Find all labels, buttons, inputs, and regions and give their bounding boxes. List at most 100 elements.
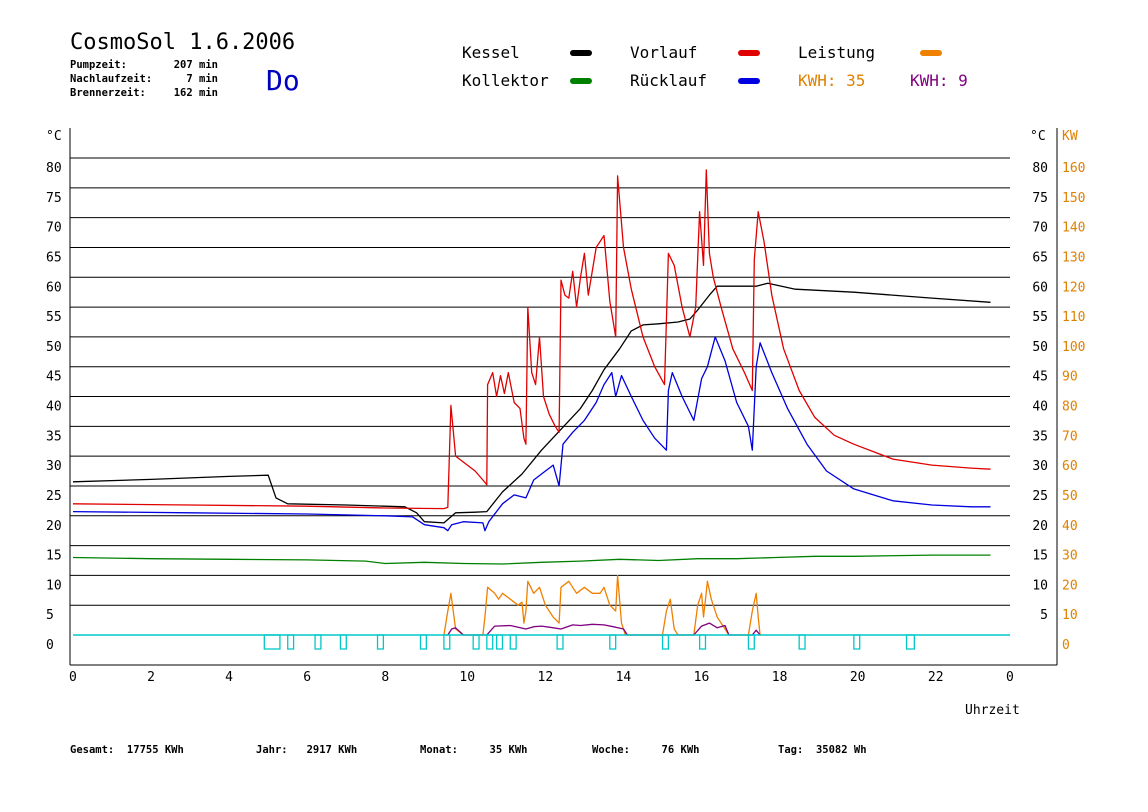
series-vorlauf — [72, 169, 991, 510]
y-tick-label-right: 65 — [1032, 250, 1048, 265]
y-tick-label-power: 140 — [1062, 221, 1085, 236]
kwh-orange: KWH: 35 — [798, 71, 865, 90]
legend-swatch-kessel — [570, 50, 592, 56]
stats-block: Pumpzeit: 207 min Nachlaufzeit: 7 min Br… — [70, 58, 218, 100]
pump-pulse — [556, 634, 564, 650]
y-tick-label-power: 60 — [1062, 459, 1078, 474]
pump-pulse — [443, 634, 451, 650]
series-kessel — [72, 282, 991, 524]
y-tick-label-left: 30 — [46, 459, 62, 474]
pump-pulse — [495, 634, 504, 650]
x-axis-label: Uhrzeit — [965, 703, 1020, 718]
app-title: CosmoSol 1.6.2006 — [70, 30, 296, 55]
pump-pulse — [509, 634, 517, 650]
y-tick-label-right: 60 — [1032, 280, 1048, 295]
pump-pulse — [698, 634, 707, 650]
y-tick-label-power: 150 — [1062, 191, 1085, 206]
y-tick-label-left: 5 — [46, 608, 54, 623]
y-tick-label-power: 130 — [1062, 250, 1085, 265]
y-tick-label-left: 40 — [46, 400, 62, 415]
series-kollektor — [72, 554, 991, 565]
x-tick-label: 22 — [928, 670, 944, 685]
x-tick-label: 14 — [616, 670, 632, 685]
y-tick-label-right: 50 — [1032, 340, 1048, 355]
legend-swatch-leistung — [920, 50, 942, 56]
legend-label-leistung: Leistung — [798, 43, 876, 62]
pump-pulse — [419, 634, 427, 650]
y-tick-label-left: 15 — [46, 549, 62, 564]
total-value: 17755 KWh — [126, 744, 184, 756]
total-monat: Monat: 35 KWh — [420, 744, 527, 756]
y-tick-label-power: 120 — [1062, 280, 1085, 295]
x-tick-label: 4 — [225, 670, 233, 685]
y-tick-label-right: 25 — [1032, 489, 1048, 504]
total-tag: Tag: 35082 Wh — [778, 744, 867, 756]
y-tick-label-left: 45 — [46, 370, 62, 385]
pump-pulse — [263, 634, 281, 650]
y-tick-label-right: 80 — [1032, 161, 1048, 176]
total-label: Jahr: — [256, 744, 288, 756]
total-jahr: Jahr: 2917 KWh — [256, 744, 357, 756]
total-label: Monat: — [420, 744, 458, 756]
y-tick-label-power: 110 — [1062, 310, 1085, 325]
stat-label: Brennerzeit: — [70, 87, 146, 99]
y-unit-right: °C — [1030, 129, 1046, 144]
y-tick-label-left: 80 — [46, 161, 62, 176]
legend-swatch-vorlauf — [738, 50, 760, 56]
y-tick-label-right: 70 — [1032, 221, 1048, 236]
total-woche: Woche: 76 KWh — [592, 744, 699, 756]
series-leistung2 — [447, 622, 761, 636]
pump-pulse — [747, 634, 755, 650]
pump-pulse — [905, 634, 915, 650]
x-tick-label: 0 — [69, 670, 77, 685]
y-tick-label-left: 50 — [46, 340, 62, 355]
y-tick-label-right: 45 — [1032, 370, 1048, 385]
y-tick-label-left: 0 — [46, 638, 54, 653]
y-tick-label-left: 60 — [46, 280, 62, 295]
y-tick-label-power: 0 — [1062, 638, 1070, 653]
kwh-value: 35 — [846, 71, 866, 90]
stat-nachlaufzeit: Nachlaufzeit: 7 min — [70, 72, 218, 86]
y-tick-label-right: 15 — [1032, 549, 1048, 564]
y-unit-power: KW — [1062, 129, 1078, 144]
x-tick-label: 2 — [147, 670, 155, 685]
y-tick-label-power: 30 — [1062, 549, 1078, 564]
pump-pulse — [486, 634, 494, 650]
stat-value: 207 min — [173, 59, 218, 71]
total-value: 2917 KWh — [306, 744, 358, 756]
stat-value: 162 min — [173, 87, 218, 99]
total-label: Woche: — [592, 744, 630, 756]
kwh-label: KWH: — [798, 71, 837, 90]
pump-pulse — [609, 634, 617, 650]
pump-pulse — [661, 634, 670, 650]
x-tick-label: 0 — [1006, 670, 1014, 685]
y-tick-label-right: 10 — [1032, 578, 1048, 593]
y-tick-label-power: 100 — [1062, 340, 1085, 355]
legend-label-ruecklauf: Rücklauf — [630, 71, 708, 90]
x-tick-label: 16 — [694, 670, 710, 685]
y-tick-label-power: 90 — [1062, 370, 1078, 385]
y-tick-label-power: 20 — [1062, 578, 1078, 593]
total-value: 76 KWh — [661, 744, 700, 756]
x-tick-label: 6 — [303, 670, 311, 685]
y-tick-label-power: 40 — [1062, 519, 1078, 534]
legend-label-kollektor: Kollektor — [462, 71, 549, 90]
series-r-cklauf — [72, 336, 991, 532]
pump-pulse — [853, 634, 861, 650]
y-tick-label-power: 70 — [1062, 429, 1078, 444]
y-tick-label-right: 5 — [1040, 608, 1048, 623]
y-tick-label-left: 25 — [46, 489, 62, 504]
y-tick-label-left: 75 — [46, 191, 62, 206]
x-tick-label: 20 — [850, 670, 866, 685]
y-unit-left: °C — [46, 129, 62, 144]
stat-label: Pumpzeit: — [70, 59, 127, 71]
x-tick-label: 18 — [772, 670, 788, 685]
kwh-value: 9 — [958, 71, 968, 90]
y-tick-label-power: 10 — [1062, 608, 1078, 623]
total-value: 35 KWh — [489, 744, 528, 756]
y-tick-label-left: 10 — [46, 578, 62, 593]
weekday-label: Do — [266, 64, 300, 97]
pump-pulse — [472, 634, 480, 650]
series-leistung — [443, 574, 761, 636]
